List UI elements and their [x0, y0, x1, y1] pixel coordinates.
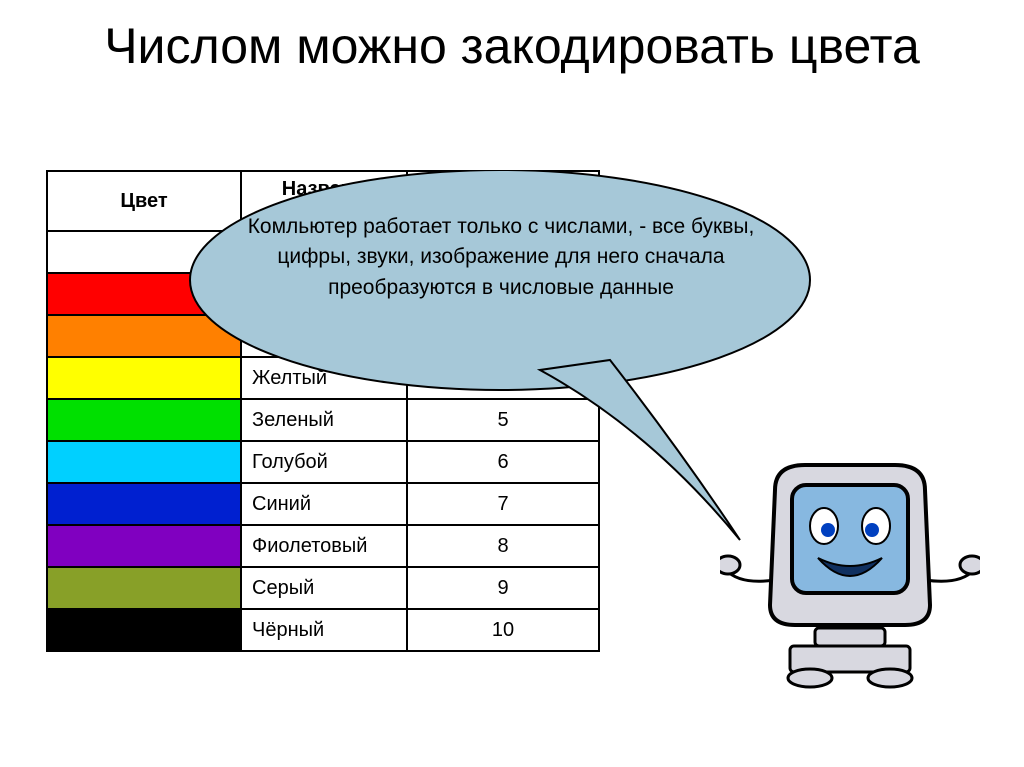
color-name: Чёрный — [241, 609, 407, 651]
computer-cartoon-icon — [720, 430, 980, 690]
page-title: Числом можно закодировать цвета — [0, 18, 1024, 74]
color-name: Серый — [241, 567, 407, 609]
col-header-code: Код цвета — [407, 171, 599, 231]
table-row: Серый9 — [47, 567, 599, 609]
color-swatch — [47, 567, 241, 609]
color-swatch — [47, 525, 241, 567]
color-name: Оранжевый — [241, 315, 407, 357]
color-name: Белый — [241, 231, 407, 273]
table-row: Синий7 — [47, 483, 599, 525]
table-row: Белый1 — [47, 231, 599, 273]
table-row: Голубой6 — [47, 441, 599, 483]
color-code: 3 — [407, 315, 599, 357]
color-code: 2 — [407, 273, 599, 315]
table-row: Фиолетовый8 — [47, 525, 599, 567]
color-swatch — [47, 483, 241, 525]
color-swatch — [47, 231, 241, 273]
color-swatch — [47, 273, 241, 315]
table-row: Красный2 — [47, 273, 599, 315]
color-name: Голубой — [241, 441, 407, 483]
color-swatch — [47, 357, 241, 399]
col-header-swatch: Цвет — [47, 171, 241, 231]
color-code: 10 — [407, 609, 599, 651]
col-header-name: Название цвета — [241, 171, 407, 231]
slide: Числом можно закодировать цвета Цвет Наз… — [0, 0, 1024, 767]
color-name: Красный — [241, 273, 407, 315]
color-swatch — [47, 315, 241, 357]
color-name: Синий — [241, 483, 407, 525]
table-row: Оранжевый3 — [47, 315, 599, 357]
color-code: 9 — [407, 567, 599, 609]
table-row: Зеленый5 — [47, 399, 599, 441]
table-row: Чёрный10 — [47, 609, 599, 651]
table-header-row: Цвет Название цвета Код цвета — [47, 171, 599, 231]
color-code: 5 — [407, 399, 599, 441]
color-code: 6 — [407, 441, 599, 483]
color-swatch — [47, 609, 241, 651]
color-code: 4 — [407, 357, 599, 399]
color-code: 8 — [407, 525, 599, 567]
color-name: Зеленый — [241, 399, 407, 441]
color-swatch — [47, 399, 241, 441]
color-code-table: Цвет Название цвета Код цвета Белый1Крас… — [46, 170, 600, 652]
color-name: Желтый — [241, 357, 407, 399]
table-row: Желтый4 — [47, 357, 599, 399]
color-name: Фиолетовый — [241, 525, 407, 567]
color-code: 7 — [407, 483, 599, 525]
color-code: 1 — [407, 231, 599, 273]
color-swatch — [47, 441, 241, 483]
